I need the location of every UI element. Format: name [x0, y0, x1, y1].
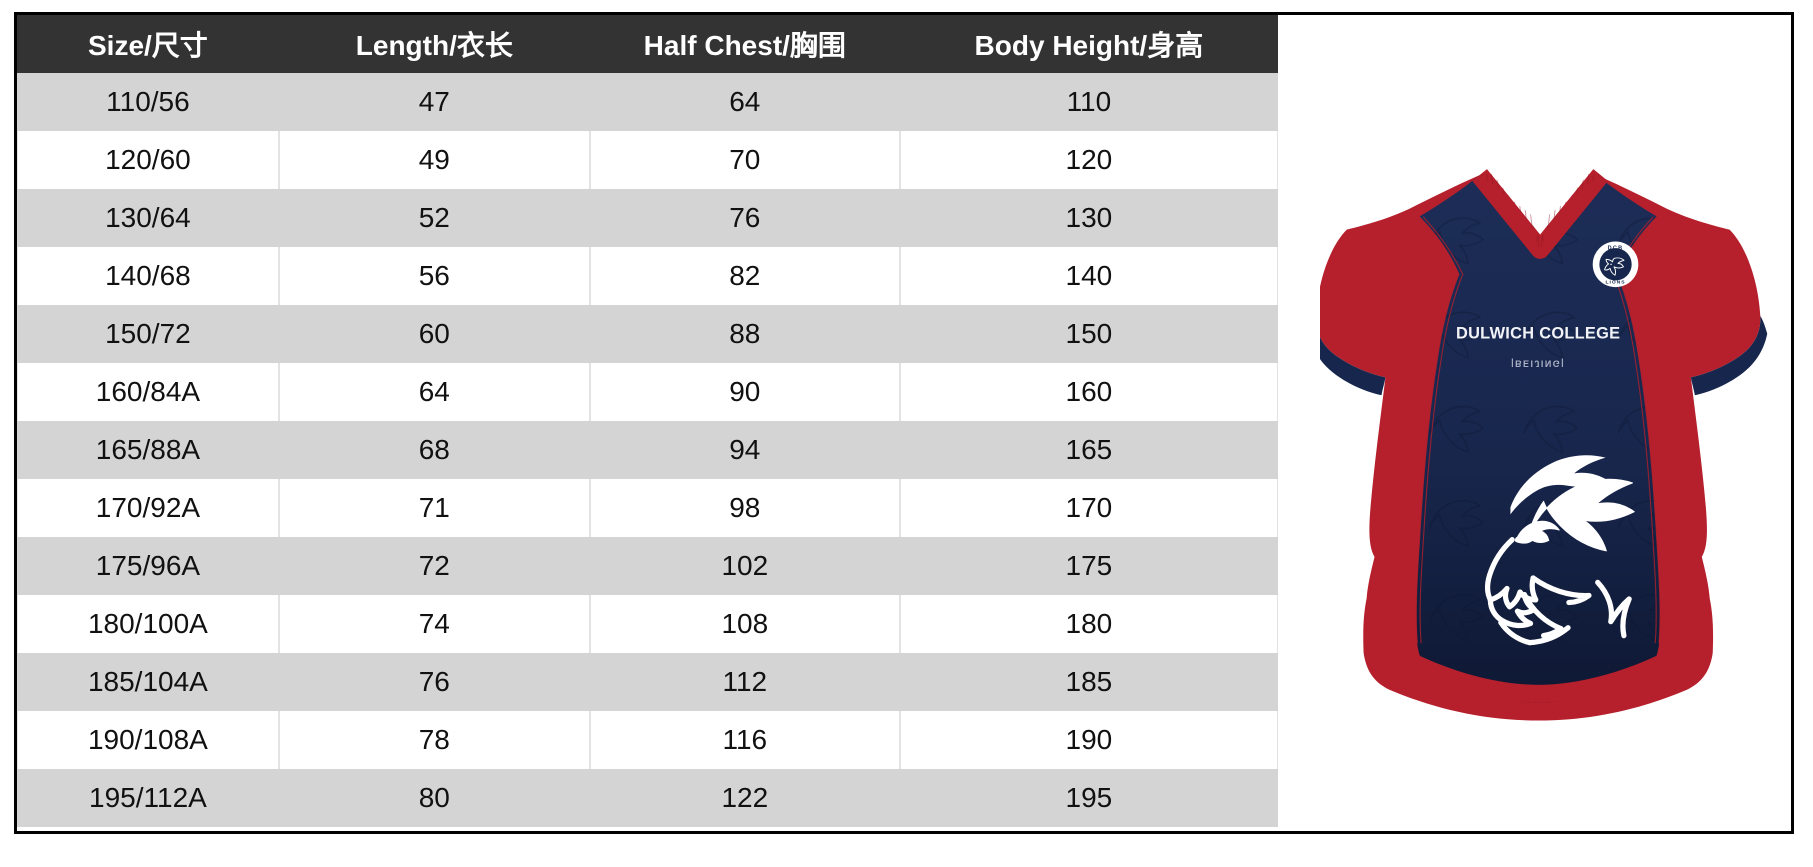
svg-text:DULWICH COLLEGE: DULWICH COLLEGE	[1456, 325, 1620, 343]
svg-text:|BEIJING|: |BEIJING|	[1511, 359, 1565, 369]
svg-text:LIONS: LIONS	[1605, 280, 1625, 286]
svg-text:DCB: DCB	[1608, 245, 1624, 251]
